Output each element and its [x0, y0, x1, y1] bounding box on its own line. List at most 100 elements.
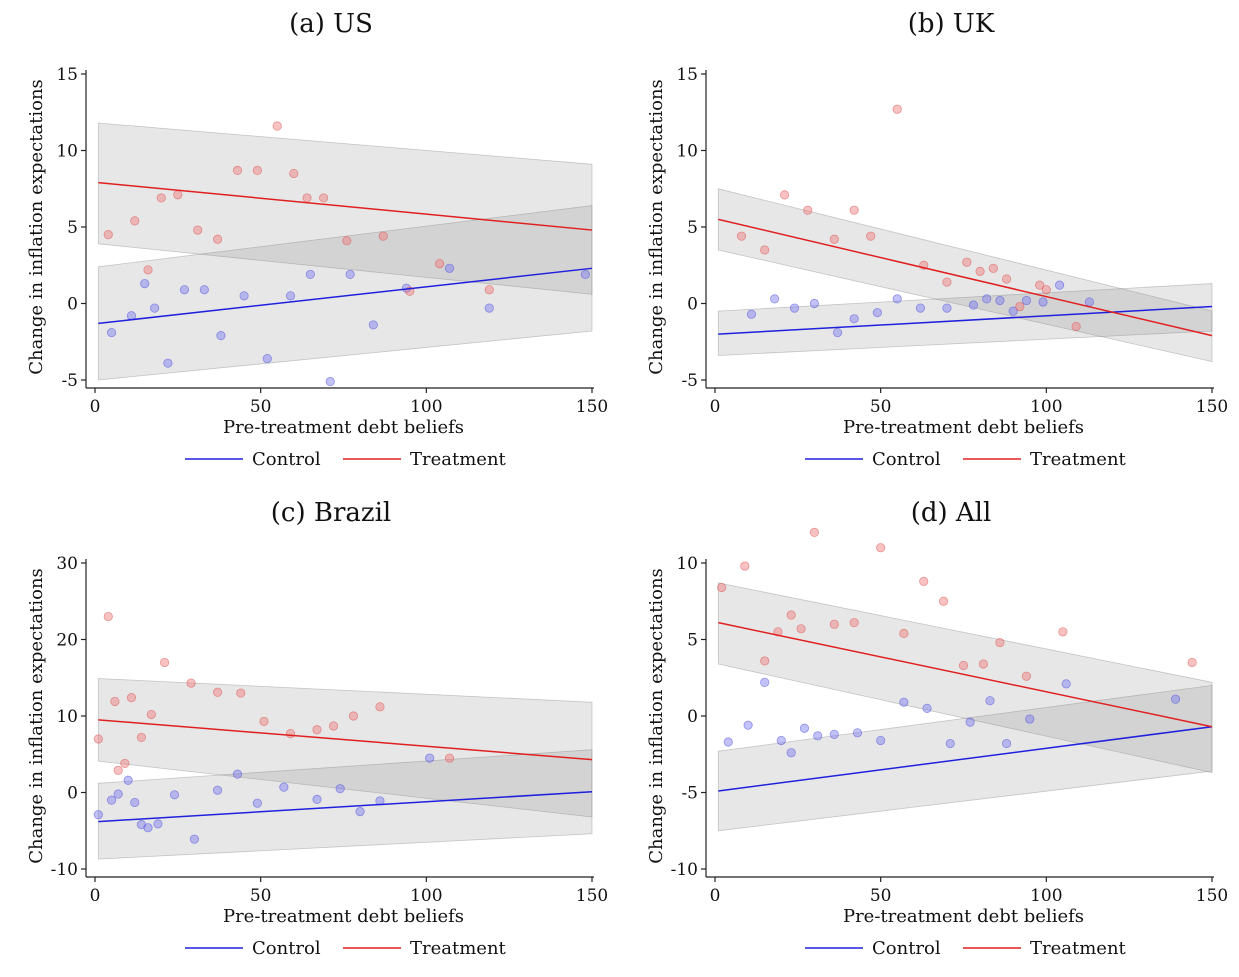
y-tick-label: 5: [687, 631, 698, 651]
y-tick-label: 0: [67, 295, 78, 315]
x-tick-label: 100: [1030, 397, 1062, 417]
treatment-point: [236, 688, 246, 698]
treatment-point: [760, 656, 770, 666]
treatment-point: [1035, 280, 1045, 290]
control-point: [150, 303, 160, 313]
y-axis-label: Change in inflation expectations: [646, 79, 667, 375]
y-tick-label: 5: [687, 218, 698, 238]
y-tick-label: 10: [676, 142, 698, 162]
chart-title: (c) Brazil: [271, 498, 391, 528]
control-point: [760, 677, 770, 687]
control-point: [746, 309, 757, 319]
treatment-point: [958, 660, 969, 671]
treatment-point: [919, 576, 929, 586]
legend-control-label: Control: [872, 938, 941, 959]
x-tick-label: 150: [576, 886, 608, 906]
treatment-point: [348, 711, 359, 721]
chart-panel-all: (d) All -10 -5 0 5 10 0 50 100 150 Pre-treatment d…: [620, 489, 1239, 977]
treatment-point: [740, 561, 750, 571]
control-fit-line: [98, 790, 593, 823]
treatment-point: [773, 627, 783, 637]
control-point: [355, 807, 365, 817]
y-axis-label: Change in inflation expectations: [26, 568, 47, 864]
treatment-point: [975, 266, 985, 276]
control-point: [136, 820, 146, 830]
treatment-point: [1041, 285, 1051, 295]
control-point: [1021, 295, 1032, 306]
treatment-point: [375, 702, 385, 712]
y-tick-label: -10: [671, 860, 698, 880]
control-point: [113, 789, 123, 799]
treatment-point: [110, 696, 120, 707]
treatment-point: [809, 527, 819, 538]
y-tick-label: 15: [56, 65, 78, 85]
y-tick-label: 30: [56, 554, 78, 574]
treatment-point: [120, 758, 130, 769]
control-point: [922, 703, 932, 713]
treatment-point: [717, 582, 727, 593]
treatment-point: [232, 165, 243, 175]
control-point: [872, 308, 882, 318]
treatment-ci-band: [97, 122, 593, 295]
chart-svg: (c) Brazil -10 0 10 20 30 0 50 100 150 Pre-treatme…: [26, 498, 608, 959]
x-tick-label: 150: [576, 397, 608, 417]
control-point: [942, 303, 952, 313]
control-point: [262, 353, 272, 364]
control-point: [1054, 280, 1065, 290]
treatment-point: [103, 611, 113, 622]
treatment-point: [803, 205, 813, 215]
treatment-point: [892, 104, 902, 114]
y-tick-label: 10: [56, 142, 78, 162]
control-point: [123, 775, 133, 785]
control-point: [786, 748, 796, 758]
treatment-point: [289, 168, 299, 179]
control-point: [580, 269, 590, 280]
treatment-point: [136, 732, 146, 743]
y-axis-label: Change in inflation expectations: [646, 568, 667, 864]
x-tick-label: 50: [250, 886, 272, 906]
x-tick-label: 100: [1030, 886, 1062, 906]
control-point: [444, 263, 455, 273]
treatment-point: [1001, 274, 1012, 284]
control-point: [892, 294, 902, 304]
y-tick-label: 0: [687, 295, 698, 315]
control-ci-band: [97, 205, 593, 381]
legend-treatment-label: Treatment: [1030, 938, 1127, 959]
control-point: [325, 376, 335, 387]
y-tick-label: 10: [56, 707, 78, 727]
treatment-point: [328, 721, 339, 731]
x-axis-label: Pre-treatment debt beliefs: [223, 906, 464, 927]
legend-control-label: Control: [252, 938, 321, 959]
control-point: [995, 295, 1005, 306]
legend-control-label: Control: [252, 449, 321, 470]
treatment-ci-band: [97, 678, 593, 818]
control-fit-line: [718, 305, 1213, 335]
y-tick-label: 0: [687, 707, 698, 727]
control-point: [829, 729, 839, 739]
y-tick-label: -5: [681, 371, 698, 391]
treatment-point: [434, 259, 445, 269]
control-point: [945, 738, 955, 749]
treatment-point: [796, 624, 806, 634]
treatment-fit-line: [718, 621, 1213, 728]
control-point: [212, 785, 223, 795]
control-point: [153, 819, 163, 829]
treatment-point: [736, 231, 747, 241]
treatment-point: [1187, 657, 1197, 668]
control-point: [425, 753, 435, 763]
control-point: [199, 285, 209, 295]
chart-title: (d) All: [911, 498, 992, 528]
treatment-point: [866, 231, 876, 241]
x-tick-label: 100: [410, 886, 442, 906]
control-point: [169, 790, 180, 800]
treatment-point: [1058, 627, 1068, 637]
chart-panel-brazil: (c) Brazil -10 0 10 20 30 0 50 100 150 Pre-treatme…: [0, 489, 620, 977]
treatment-point: [113, 765, 123, 775]
control-point: [849, 314, 859, 324]
treatment-point: [1071, 321, 1081, 332]
control-point: [743, 720, 753, 730]
control-point: [965, 717, 975, 727]
x-tick-label: 0: [710, 397, 721, 417]
treatment-point: [156, 193, 166, 203]
